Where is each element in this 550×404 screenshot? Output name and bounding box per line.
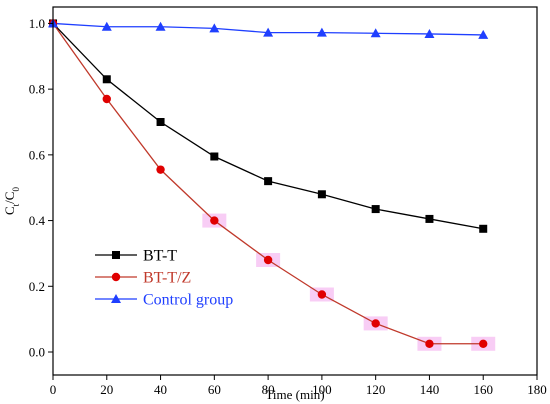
y-tick-label: 0.4 (29, 213, 46, 228)
axes (52, 6, 538, 376)
y-tick-label: 0.6 (29, 147, 46, 162)
legend-label: BT-T (143, 248, 177, 265)
data-point-series-1 (479, 224, 488, 233)
x-tick-label: 180 (527, 382, 547, 397)
legend-marker (111, 294, 121, 303)
data-point-series-3 (478, 29, 489, 39)
ticks: 0 20 40 60 80 100 120 140 160 180 0.0 0.2 0.4 0.6 0.8 1… (29, 16, 547, 397)
data-point-series-1 (371, 205, 380, 214)
data-point-series-2 (371, 319, 380, 328)
y-tick-label: 0.8 (29, 82, 45, 97)
highlight-layer (202, 213, 496, 351)
y-axis-title-slash: /C (2, 192, 17, 204)
y-axis-title-sub-0: 0 (11, 187, 21, 192)
legend-marker (112, 251, 120, 259)
x-tick-label: 20 (100, 382, 113, 397)
y-axis-title-sub-t: t (11, 203, 21, 206)
x-tick-label: 140 (420, 382, 440, 397)
series-line-1 (52, 22, 484, 230)
plot-frame (52, 6, 538, 376)
data-point-series-2 (263, 255, 273, 265)
data-point-series-2 (102, 94, 111, 104)
data-point-series-1 (264, 177, 273, 186)
x-tick-label: 40 (154, 382, 167, 397)
data-point-series-2 (210, 216, 219, 225)
x-axis-title: Time (min) (265, 387, 324, 402)
data-point-series-1 (156, 118, 165, 126)
legend: BT-T BT-T/Z Control group (95, 248, 233, 309)
data-point-series-3 (316, 27, 327, 37)
data-point-series-2 (479, 339, 488, 348)
data-point-series-3 (263, 27, 274, 37)
data-point-series-2 (425, 339, 434, 348)
y-tick-label: 0.2 (29, 279, 45, 294)
data-point-series-3 (424, 28, 435, 38)
x-tick-label: 80 (262, 382, 275, 397)
legend-label: Control group (143, 292, 233, 309)
legend-marker (111, 272, 121, 282)
data-point-series-1 (317, 190, 326, 199)
y-tick-label: 1.0 (29, 16, 45, 31)
data-point-series-3 (209, 23, 220, 33)
data-point-series-1 (210, 152, 219, 161)
x-tick-label: 160 (473, 382, 493, 397)
data-point-series-3 (101, 21, 112, 31)
data-point-series-3 (155, 21, 166, 31)
y-axis-title-main: C (2, 206, 17, 215)
legend-label: BT-T/Z (143, 270, 191, 287)
x-tick-label: 0 (50, 382, 57, 397)
data-point-series-2 (317, 290, 327, 299)
y-axis-title: Ct/C0 (2, 187, 21, 215)
y-tick-label: 0.0 (29, 345, 45, 360)
x-tick-label: 60 (208, 382, 221, 397)
data-point-series-1 (102, 75, 111, 84)
data-point-series-1 (425, 214, 434, 223)
series-markers (48, 18, 489, 348)
x-tick-label: 100 (312, 382, 332, 397)
x-tick-label: 120 (366, 382, 386, 397)
data-point-series-3 (370, 28, 381, 38)
data-point-series-2 (156, 165, 165, 174)
